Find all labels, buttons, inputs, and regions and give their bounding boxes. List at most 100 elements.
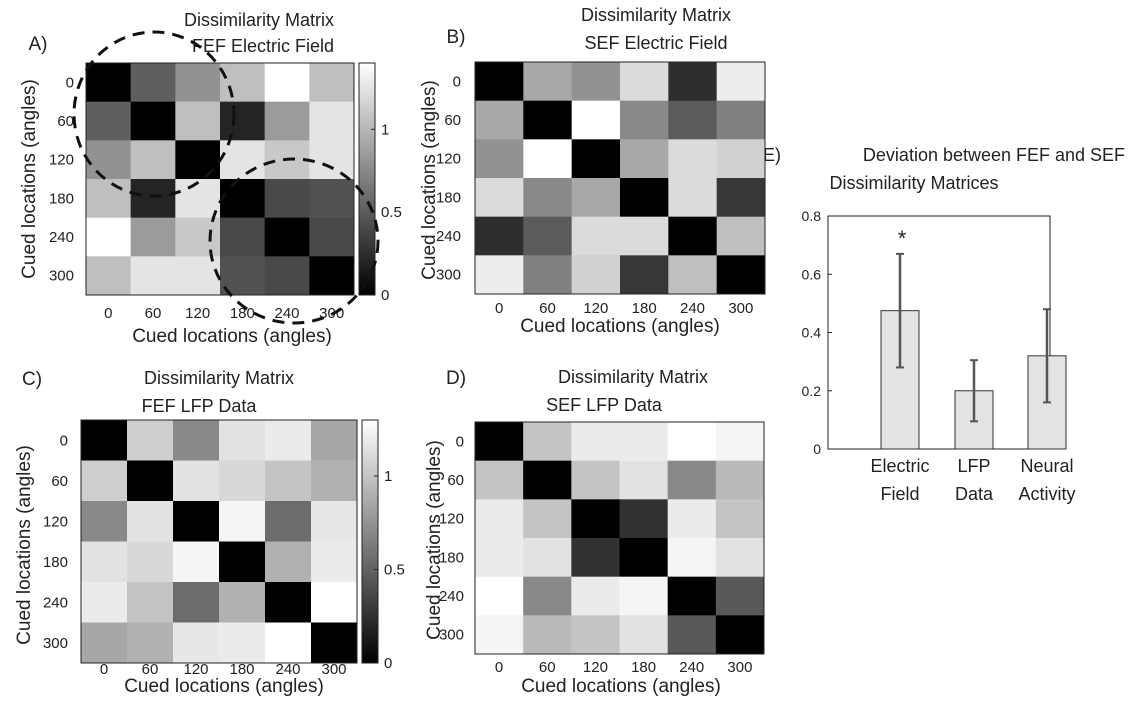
heatmap-cell — [309, 140, 355, 180]
heatmap-cell — [667, 499, 717, 539]
y-tick-label: 60 — [444, 112, 461, 129]
heatmap-cell — [475, 100, 524, 140]
heatmap-cell — [523, 615, 572, 655]
heatmap-cell — [475, 422, 524, 462]
heatmap-cell — [667, 615, 717, 655]
heatmap-cell — [620, 255, 669, 295]
x-tick-label: Electric — [870, 456, 929, 476]
y-tick-label: 0 — [60, 432, 68, 449]
heatmap-cell — [265, 420, 312, 461]
plot-frame — [85, 62, 355, 296]
colorbar-tick-label: 0 — [384, 655, 392, 672]
chart-subtitle: SEF Electric Field — [584, 33, 727, 53]
heatmap-cell — [523, 178, 573, 218]
heatmap-cell — [619, 499, 669, 539]
y-tick-label: 60 — [57, 113, 74, 130]
heatmap-cell — [175, 101, 221, 141]
x-tick-label: 60 — [145, 305, 162, 322]
y-tick-label: 240 — [439, 588, 464, 605]
y-axis-label: Cued locations (angles) — [424, 440, 445, 640]
heatmap-cell — [715, 499, 765, 539]
y-tick-label: 240 — [43, 594, 68, 611]
heatmap-cell — [619, 615, 669, 655]
heatmap-cell — [220, 140, 266, 180]
chart-subtitle: Dissimilarity Matrices — [829, 173, 998, 193]
heatmap-cell — [81, 460, 128, 502]
heatmap-cell — [127, 420, 174, 461]
x-axis-label: Cued locations (angles) — [520, 316, 720, 337]
x-tick-label: 180 — [229, 661, 254, 678]
heatmap-cell — [619, 460, 669, 500]
x-axis-label: Cued locations (angles) — [132, 326, 332, 347]
heatmap-cell — [265, 582, 312, 623]
y-tick-label: 0 — [813, 441, 821, 457]
x-tick-label: 60 — [539, 300, 556, 317]
y-tick-label: 60 — [51, 473, 68, 490]
x-tick-label: 300 — [728, 300, 753, 317]
heatmap-cell — [475, 216, 524, 256]
chart-subtitle: FEF Electric Field — [192, 36, 334, 56]
heatmap-cell — [523, 538, 572, 578]
annotation-circle — [72, 30, 236, 198]
chart-subtitle: SEF LFP Data — [546, 395, 663, 415]
heatmap-cell — [219, 460, 266, 502]
x-tick-label: 240 — [680, 300, 705, 317]
x-tick-label: Data — [955, 484, 994, 504]
heatmap-cell — [173, 622, 220, 664]
x-tick-label: 0 — [104, 305, 112, 322]
heatmap-cell — [716, 216, 766, 256]
heatmap-cell — [173, 460, 220, 502]
heatmap-cell — [571, 460, 620, 500]
heatmap-cell — [620, 178, 669, 218]
heatmap-cell — [175, 140, 221, 180]
heatmap-cell — [309, 179, 355, 219]
heatmap-cell — [264, 256, 310, 296]
heatmap-cell — [716, 255, 766, 295]
heatmap-cell — [264, 101, 310, 141]
heatmap-cell — [175, 63, 221, 103]
heatmap-cell — [311, 541, 358, 583]
heatmap-cell — [523, 216, 573, 256]
significance-marker: * — [898, 226, 907, 251]
heatmap-cell — [475, 538, 524, 578]
x-tick-label: Field — [880, 484, 919, 504]
panel-label: E) — [763, 145, 781, 165]
x-tick-label: 120 — [583, 659, 608, 676]
heatmap-cell — [86, 217, 132, 257]
heatmap-cell — [668, 216, 718, 256]
y-tick-label: 180 — [49, 190, 74, 207]
heatmap-cell — [81, 501, 128, 542]
heatmap-cell — [309, 256, 355, 296]
panel-e: E) Deviation between FEF and SEF Dissimila… — [763, 145, 1125, 504]
heatmap-cell — [667, 460, 717, 500]
x-tick-label: 0 — [495, 300, 503, 317]
y-tick-label: 300 — [43, 635, 68, 652]
plot-frame — [80, 419, 358, 664]
plot-frame — [474, 61, 766, 295]
x-tick-label: 60 — [539, 659, 556, 676]
colorbar — [361, 419, 379, 664]
x-tick-label: 120 — [185, 305, 210, 322]
heatmap-cell — [571, 100, 621, 140]
plot-frame — [827, 215, 1051, 450]
x-axis-label: Cued locations (angles) — [124, 676, 324, 697]
panel-label: A) — [29, 34, 48, 55]
heatmap-cell — [311, 420, 358, 461]
x-tick-label: Activity — [1018, 484, 1075, 504]
heatmap-cell — [715, 576, 765, 616]
heatmap-cell — [523, 422, 572, 462]
heatmap-cell — [219, 582, 266, 623]
heatmap-cell — [620, 62, 669, 102]
heatmap-cell — [475, 62, 524, 102]
x-tick-label: LFP — [957, 456, 990, 476]
y-tick-label: 240 — [436, 228, 461, 245]
heatmap-cell — [619, 422, 669, 462]
heatmap-cell — [571, 139, 621, 179]
heatmap-cell — [86, 179, 132, 219]
heatmap-cell — [523, 460, 572, 500]
heatmap-cell — [173, 501, 220, 542]
heatmap-cell — [265, 541, 312, 583]
heatmap-cell — [571, 422, 620, 462]
heatmap-cell — [86, 63, 132, 103]
x-tick-label: 240 — [679, 659, 704, 676]
